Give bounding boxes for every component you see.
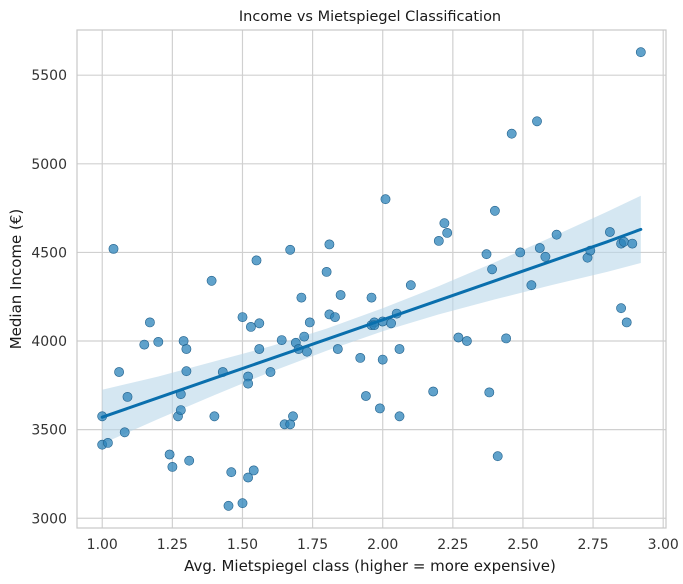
scatter-point xyxy=(489,205,500,216)
y-tick-label: 4500 xyxy=(31,245,67,261)
scatter-point xyxy=(237,312,248,322)
plot-frame xyxy=(76,29,667,529)
scatter-point xyxy=(181,366,192,377)
scatter-point xyxy=(299,331,310,342)
scatter-point xyxy=(209,411,220,422)
y-tick-label: 3000 xyxy=(31,511,67,527)
scatter-point xyxy=(616,303,626,314)
scatter-point xyxy=(394,411,405,422)
scatter-point xyxy=(122,391,133,402)
x-tick-label: 2.50 xyxy=(507,537,538,553)
scatter-point xyxy=(380,194,391,205)
scatter-point xyxy=(492,451,503,462)
scatter-point xyxy=(254,318,265,329)
scatter-point xyxy=(304,317,315,328)
regression-fit-line xyxy=(100,227,643,419)
scatter-point xyxy=(139,339,150,350)
scatter-point xyxy=(453,332,464,343)
scatter-point xyxy=(251,255,262,266)
scatter-point xyxy=(355,352,366,363)
scatter-point xyxy=(394,344,405,354)
scatter-point xyxy=(288,411,298,422)
scatter-point xyxy=(296,292,307,303)
x-tick-label: 2.00 xyxy=(367,537,398,553)
scatter-point xyxy=(321,266,332,277)
scatter-point xyxy=(532,116,542,127)
scatter-point xyxy=(428,386,439,397)
x-tick-label: 2.25 xyxy=(437,537,468,553)
y-tick-label: 3500 xyxy=(31,423,67,439)
scatter-point xyxy=(254,344,265,354)
scatter-point xyxy=(360,391,371,401)
scatter-point xyxy=(223,500,234,511)
scatter-point xyxy=(153,336,164,347)
scatter-point xyxy=(501,333,511,344)
scatter-point xyxy=(461,336,472,346)
scatter-point xyxy=(276,335,287,345)
scatter-point xyxy=(534,243,545,253)
scatter-point xyxy=(551,229,562,240)
x-axis-label: Avg. Mietspiegel class (higher = more ex… xyxy=(184,557,556,575)
scatter-point xyxy=(506,128,517,139)
scatter-point xyxy=(243,472,253,483)
scatter-point xyxy=(540,251,551,262)
scatter-point xyxy=(330,312,340,322)
data-points xyxy=(97,47,646,511)
scatter-point xyxy=(481,249,492,260)
chart-title: Income vs Mietspiegel Classification xyxy=(239,9,501,25)
scatter-point xyxy=(405,280,416,291)
scatter-point xyxy=(103,437,113,448)
scatter-point xyxy=(206,275,217,286)
scatter-point xyxy=(167,461,178,472)
scatter-point xyxy=(248,465,259,476)
scatter-point xyxy=(184,455,195,466)
scatter-point xyxy=(108,243,119,254)
scatter-point xyxy=(605,227,615,237)
scatter-point xyxy=(627,238,638,249)
scatter-point xyxy=(374,403,385,414)
x-tick-label: 1.75 xyxy=(297,537,328,553)
regression-line xyxy=(100,227,643,419)
scatter-point xyxy=(515,247,526,258)
scatter-point xyxy=(114,367,124,377)
x-tick-labels: 1.00 1.25 1.50 1.75 2.00 2.25 2.50 2.75 3.00 xyxy=(87,537,679,553)
y-tick-labels: 3000 3500 4000 4500 5000 5500 xyxy=(31,68,67,527)
scatter-point xyxy=(164,449,175,460)
scatter-point xyxy=(332,344,343,354)
scatter-point xyxy=(324,239,335,250)
y-tick-label: 4000 xyxy=(31,334,67,350)
y-tick-label: 5500 xyxy=(31,68,67,84)
x-tick-label: 3.00 xyxy=(648,537,679,553)
scatter-point xyxy=(144,317,155,328)
scatter-point xyxy=(484,387,495,398)
scatter-point xyxy=(439,218,450,229)
scatter-point xyxy=(366,292,377,303)
scatter-point xyxy=(181,344,192,354)
scatter-point xyxy=(237,498,248,509)
scatter-point xyxy=(433,235,444,246)
scatter-point xyxy=(243,378,253,389)
scatter-point xyxy=(245,321,256,332)
scatter-point xyxy=(265,367,276,377)
scatter-point xyxy=(621,317,632,328)
scatter-point xyxy=(335,290,346,300)
scatter-point xyxy=(526,280,537,291)
x-tick-label: 1.25 xyxy=(157,537,188,553)
x-tick-label: 1.00 xyxy=(87,537,118,553)
scatter-point xyxy=(635,47,646,58)
x-tick-label: 1.50 xyxy=(227,537,258,553)
scatter-point xyxy=(619,236,629,247)
scatter-point xyxy=(226,467,237,478)
x-tick-label: 2.75 xyxy=(577,537,608,553)
scatter-point xyxy=(487,264,497,275)
scatter-point xyxy=(442,227,453,238)
scatter-point xyxy=(386,318,396,329)
scatter-point xyxy=(175,405,186,415)
scatter-point xyxy=(377,354,388,365)
y-axis-label: Median Income (€) xyxy=(7,209,25,350)
y-tick-label: 5000 xyxy=(31,157,67,173)
scatter-point xyxy=(285,244,296,255)
scatter-point xyxy=(119,427,130,438)
